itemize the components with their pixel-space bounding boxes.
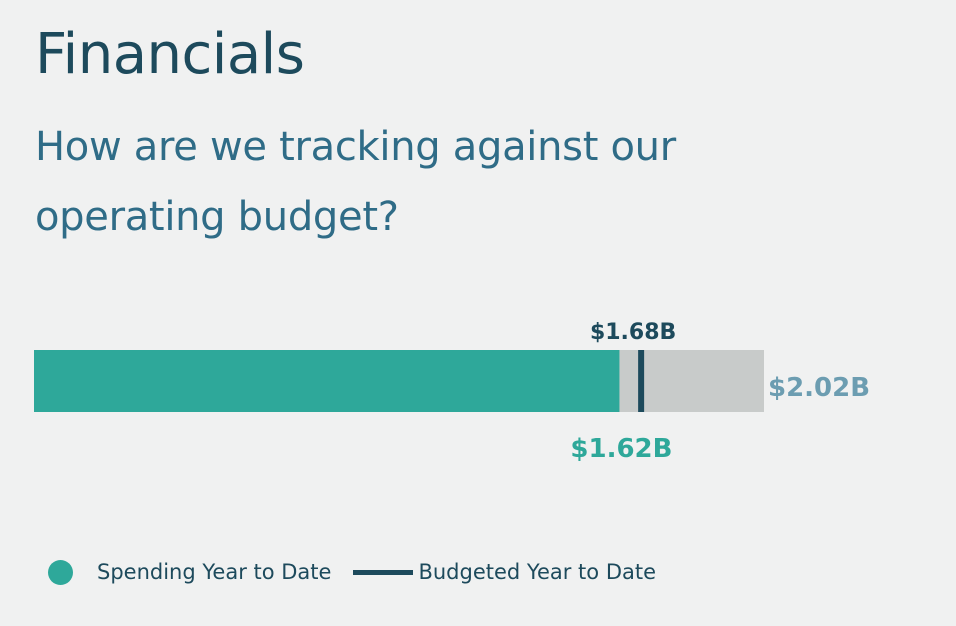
spending-legend-dot-icon [48,559,73,585]
budget-legend-line-icon [353,569,414,575]
spending-value-label: $1.62B [570,434,672,464]
total-budget-value-label: $2.02B [768,373,870,403]
chart-legend: Spending Year to Date Budgeted Year to D… [48,555,656,589]
budgeted-value-label: $1.68B [590,320,676,345]
page-title: Financials [35,22,305,87]
legend-budget-label: Budgeted Year to Date [418,560,657,584]
page-subtitle: How are we tracking against our operatin… [35,124,676,240]
budgeted-marker [638,350,645,412]
legend-spending-label: Spending Year to Date [97,560,332,584]
spending-bar [34,350,620,412]
